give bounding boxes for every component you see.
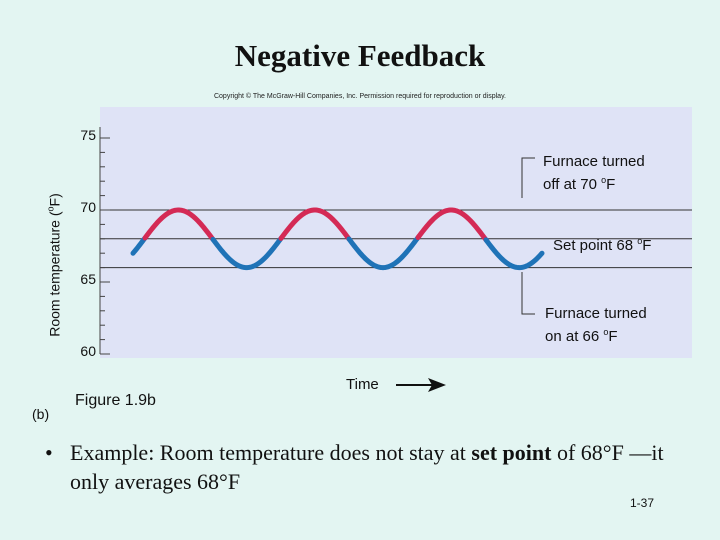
furnace-on-line1: Furnace turned <box>545 305 647 322</box>
furnace-on-line2: on at 66 oF <box>545 327 618 345</box>
y-tick-label-60: 60 <box>80 343 96 359</box>
furnace-off-label: Furnace turned off at 70 oF <box>543 152 645 194</box>
page-number: 1-37 <box>630 496 655 510</box>
figure-label: Figure 1.9b <box>75 392 156 409</box>
wave-trough-segment-0 <box>130 235 148 256</box>
set-point-label: Set point 68 oF <box>553 236 652 254</box>
plot-background <box>100 107 692 358</box>
y-axis-label-main: Room temperature ( <box>46 211 63 337</box>
furnace-off-leader <box>521 157 535 198</box>
wave-peak-segment-3 <box>278 207 352 242</box>
bullet-example: • Example: Room temperature does not sta… <box>45 438 705 496</box>
bullet-mark: • <box>45 440 53 465</box>
wave-trough-segment-2 <box>210 235 284 271</box>
y-tick-label-70: 70 <box>80 199 96 215</box>
furnace-on-label: Furnace turned on at 66 oF <box>545 304 647 346</box>
temperature-chart: 75 70 65 60 <box>80 107 692 392</box>
wave-trough-segment-4 <box>346 235 421 271</box>
wave-peak-segment-1 <box>142 207 216 242</box>
time-arrow-head <box>428 378 446 392</box>
y-axis: 75 70 65 60 <box>80 127 110 359</box>
slide-title: Negative Feedback <box>234 38 486 73</box>
temperature-wave <box>130 207 545 271</box>
y-tick-label-65: 65 <box>80 271 96 287</box>
copyright-notice: Copyright © The McGraw-Hill Companies, I… <box>213 93 506 100</box>
furnace-off-line2: off at 70 oF <box>543 175 616 193</box>
wave-trough-segment-6 <box>483 237 545 271</box>
panel-label: (b) <box>32 406 50 422</box>
y-axis-label-degree: o <box>45 206 56 212</box>
furnace-on-leader <box>521 272 535 315</box>
y-tick-label-75: 75 <box>80 127 96 143</box>
label-leaders <box>521 157 535 315</box>
y-axis-label-unit: F) <box>46 193 63 207</box>
bullet-text: Example: Room temperature does not stay … <box>70 440 664 494</box>
wave-peak-segment-5 <box>415 207 489 243</box>
x-axis-label: Time <box>346 376 379 393</box>
reference-lines <box>100 209 692 269</box>
y-axis-label: Room temperature (oF) <box>46 155 63 375</box>
bullet-emphasis: set point <box>471 440 552 465</box>
furnace-off-line1: Furnace turned <box>543 153 645 170</box>
time-arrow <box>396 378 446 392</box>
